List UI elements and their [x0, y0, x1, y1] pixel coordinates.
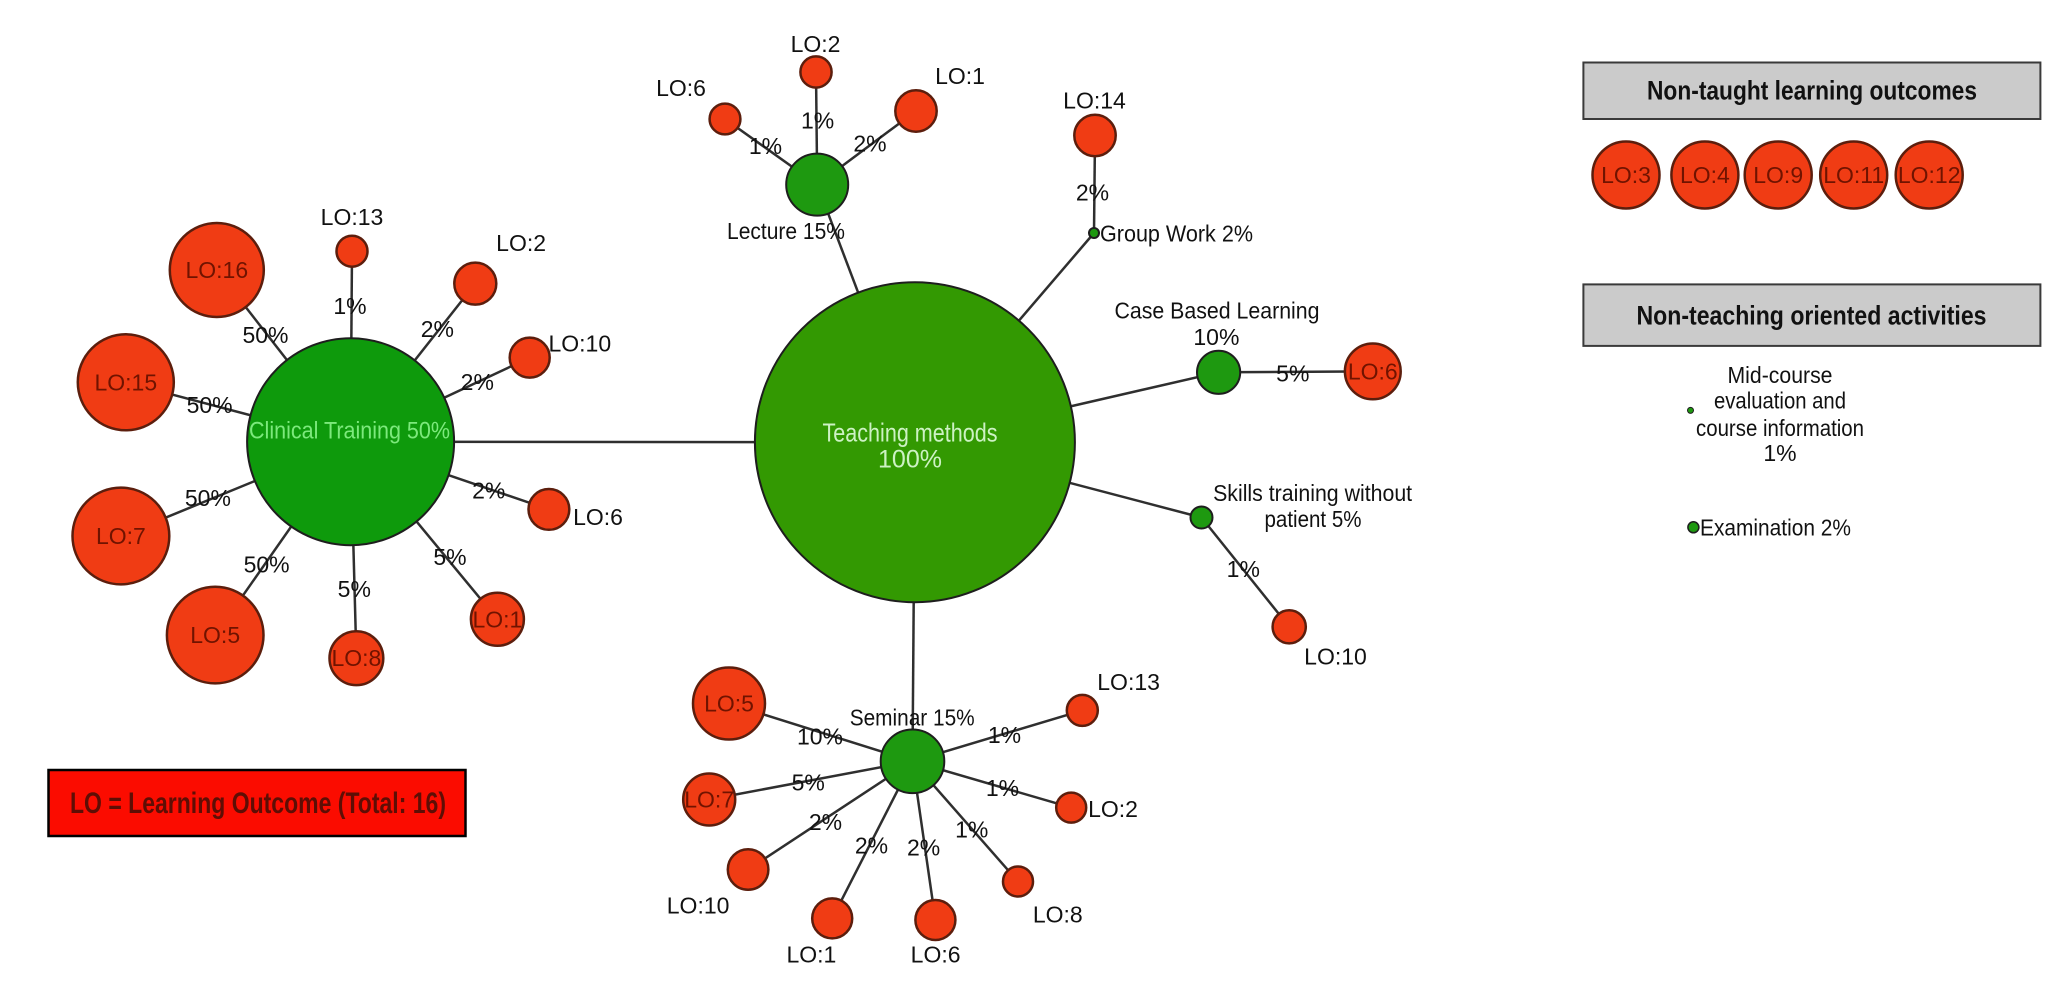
svg-text:Lecture 15%: Lecture 15% — [727, 218, 845, 244]
svg-text:LO:10: LO:10 — [1304, 644, 1367, 670]
svg-text:LO:6: LO:6 — [573, 504, 623, 530]
svg-text:2%: 2% — [472, 477, 505, 503]
svg-text:1%: 1% — [333, 293, 366, 319]
svg-text:LO:1: LO:1 — [935, 63, 985, 89]
svg-text:Non-teaching oriented activiti: Non-teaching oriented activities — [1637, 301, 1987, 331]
svg-text:LO = Learning Outcome (Total:: LO = Learning Outcome (Total: 16) — [70, 787, 446, 820]
svg-text:LO:7: LO:7 — [96, 523, 146, 549]
svg-text:LO:1: LO:1 — [786, 942, 836, 968]
svg-text:LO:3: LO:3 — [1601, 162, 1651, 188]
svg-text:LO:5: LO:5 — [704, 691, 754, 717]
svg-text:LO:15: LO:15 — [94, 369, 157, 395]
svg-text:50%: 50% — [242, 322, 288, 348]
svg-text:50%: 50% — [187, 392, 233, 418]
svg-text:2%: 2% — [1076, 180, 1109, 206]
svg-text:2%: 2% — [809, 809, 842, 835]
svg-text:Skills training without: Skills training without — [1213, 480, 1413, 506]
svg-text:2%: 2% — [421, 316, 454, 342]
svg-text:course information: course information — [1696, 415, 1864, 441]
svg-text:LO:11: LO:11 — [1823, 162, 1884, 188]
svg-text:5%: 5% — [433, 544, 466, 570]
svg-text:1%: 1% — [955, 817, 988, 843]
svg-text:2%: 2% — [907, 835, 940, 861]
svg-text:Non-taught learning outcomes: Non-taught learning outcomes — [1647, 76, 1977, 106]
svg-text:1%: 1% — [1763, 440, 1796, 466]
svg-text:Examination 2%: Examination 2% — [1700, 514, 1851, 540]
svg-text:LO:13: LO:13 — [321, 204, 384, 230]
svg-text:5%: 5% — [1276, 361, 1309, 387]
svg-text:LO:2: LO:2 — [1088, 796, 1138, 822]
svg-text:LO:6: LO:6 — [656, 75, 706, 101]
svg-text:1%: 1% — [1227, 556, 1260, 582]
svg-text:patient 5%: patient 5% — [1265, 506, 1362, 532]
svg-text:100%: 100% — [878, 446, 942, 474]
svg-text:1%: 1% — [988, 722, 1021, 748]
svg-text:2%: 2% — [461, 369, 494, 395]
svg-text:1%: 1% — [801, 107, 834, 133]
svg-text:LO:5: LO:5 — [190, 622, 240, 648]
svg-text:5%: 5% — [338, 576, 371, 602]
svg-text:LO:10: LO:10 — [667, 893, 730, 919]
svg-text:LO:8: LO:8 — [1033, 901, 1083, 927]
svg-text:LO:10: LO:10 — [548, 331, 611, 357]
svg-text:2%: 2% — [853, 130, 886, 156]
svg-text:10%: 10% — [1193, 324, 1239, 350]
svg-text:Case Based Learning: Case Based Learning — [1115, 298, 1320, 324]
svg-text:LO:4: LO:4 — [1680, 162, 1730, 188]
svg-text:Mid-course: Mid-course — [1728, 362, 1833, 388]
svg-text:LO:2: LO:2 — [496, 230, 546, 256]
svg-text:1%: 1% — [749, 133, 782, 159]
svg-text:LO:14: LO:14 — [1063, 88, 1126, 114]
svg-text:Clinical Training 50%: Clinical Training 50% — [249, 418, 450, 445]
svg-text:50%: 50% — [185, 485, 231, 511]
svg-text:LO:6: LO:6 — [911, 942, 961, 968]
svg-text:5%: 5% — [792, 769, 825, 795]
svg-text:LO:7: LO:7 — [684, 787, 734, 813]
svg-text:LO:16: LO:16 — [185, 257, 248, 283]
svg-text:LO:6: LO:6 — [1348, 358, 1398, 384]
svg-text:evaluation and: evaluation and — [1714, 387, 1846, 413]
svg-text:10%: 10% — [797, 724, 843, 750]
svg-text:LO:13: LO:13 — [1097, 669, 1160, 695]
svg-text:LO:9: LO:9 — [1753, 162, 1803, 188]
svg-text:Group Work 2%: Group Work 2% — [1100, 221, 1253, 247]
svg-text:LO:8: LO:8 — [331, 645, 381, 671]
svg-text:LO:2: LO:2 — [791, 31, 841, 57]
svg-text:LO:1: LO:1 — [472, 606, 522, 632]
svg-text:Seminar 15%: Seminar 15% — [850, 704, 975, 730]
svg-text:LO:12: LO:12 — [1898, 162, 1961, 188]
svg-text:Teaching methods: Teaching methods — [823, 418, 998, 448]
svg-text:1%: 1% — [986, 775, 1019, 801]
svg-text:50%: 50% — [244, 551, 290, 577]
svg-text:2%: 2% — [855, 833, 888, 859]
